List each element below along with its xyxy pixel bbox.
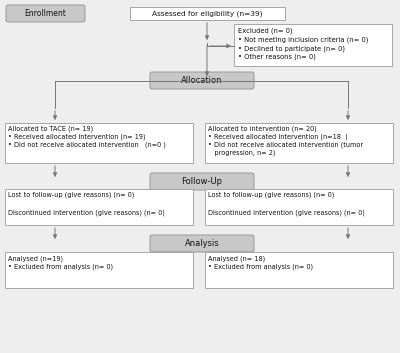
FancyBboxPatch shape [205,123,393,163]
Text: Assessed for eligibility (n=39): Assessed for eligibility (n=39) [152,10,263,17]
Text: Enrollment: Enrollment [24,9,66,18]
FancyBboxPatch shape [150,173,254,190]
Text: Allocated to TACE (n= 19)
• Received allocated intervention (n= 19)
• Did not re: Allocated to TACE (n= 19) • Received all… [8,126,166,149]
FancyBboxPatch shape [150,72,254,89]
Text: Lost to follow-up (give reasons) (n= 0)

Discontinued intervention (give reasons: Lost to follow-up (give reasons) (n= 0) … [208,192,365,216]
FancyBboxPatch shape [150,235,254,252]
FancyBboxPatch shape [6,5,85,22]
FancyBboxPatch shape [234,24,392,66]
Text: Excluded (n= 0)
• Not meeting inclusion criteria (n= 0)
• Declined to participat: Excluded (n= 0) • Not meeting inclusion … [238,28,368,60]
Text: Lost to follow-up (give reasons) (n= 0)

Discontinued intervention (give reasons: Lost to follow-up (give reasons) (n= 0) … [8,192,165,216]
FancyBboxPatch shape [5,252,193,288]
Text: Analysis: Analysis [185,239,219,248]
Text: Follow-Up: Follow-Up [182,177,222,186]
Text: Allocated to intervention (n= 20)
• Received allocated intervention (n=18  )
• D: Allocated to intervention (n= 20) • Rece… [208,126,363,156]
FancyBboxPatch shape [130,7,285,20]
Text: Analysed (n=19)
• Excluded from analysis (n= 0): Analysed (n=19) • Excluded from analysis… [8,255,113,270]
FancyBboxPatch shape [5,189,193,225]
FancyBboxPatch shape [205,189,393,225]
Text: Analysed (n= 18)
• Excluded from analysis (n= 0): Analysed (n= 18) • Excluded from analysi… [208,255,313,270]
FancyBboxPatch shape [205,252,393,288]
Text: Allocation: Allocation [181,76,223,85]
FancyBboxPatch shape [5,123,193,163]
